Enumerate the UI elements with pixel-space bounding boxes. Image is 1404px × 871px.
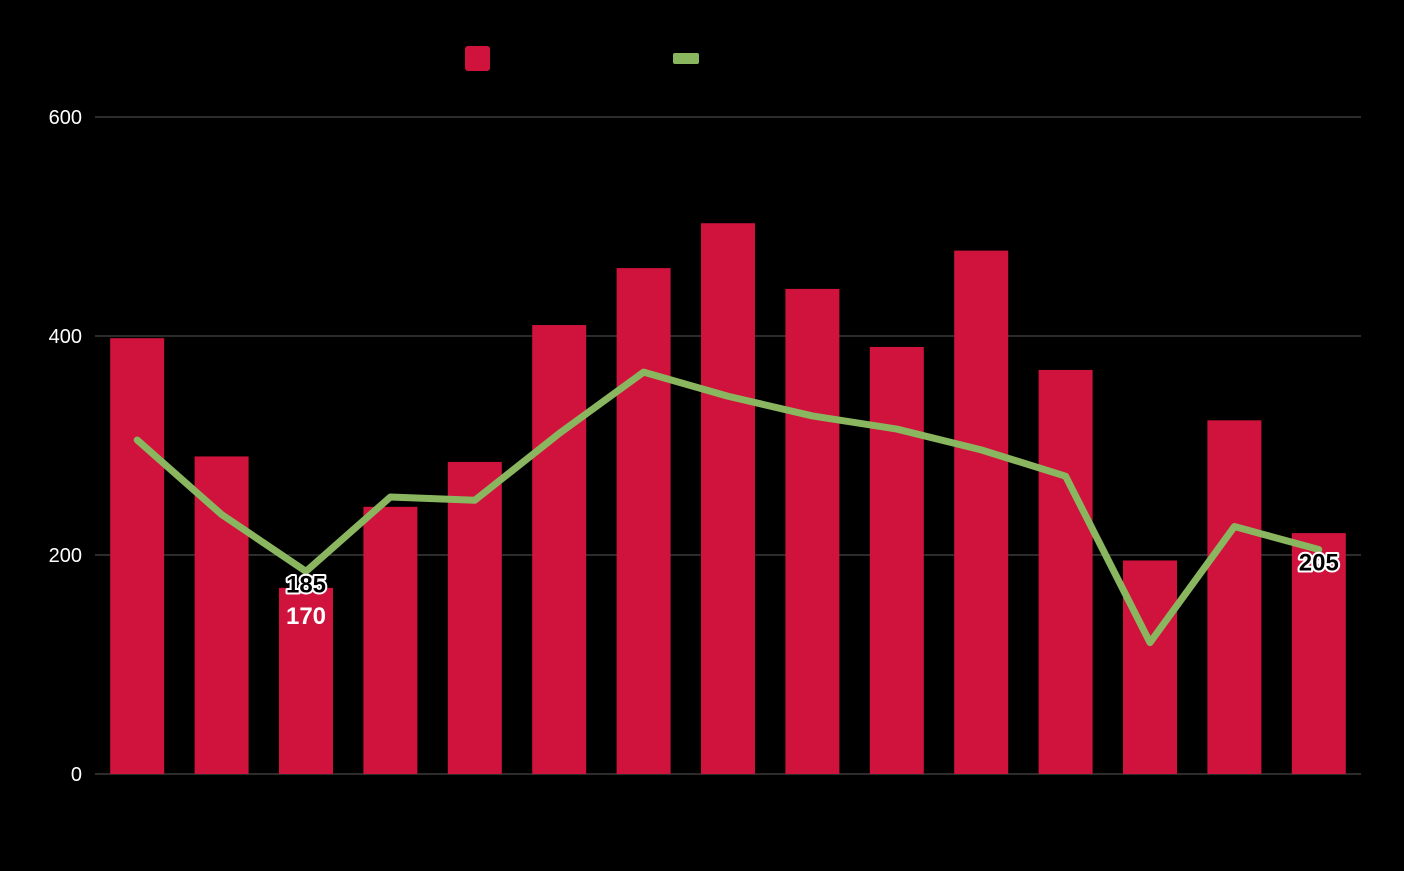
legend-swatch-line bbox=[673, 53, 699, 64]
bar-7 bbox=[617, 268, 671, 774]
legend bbox=[465, 46, 699, 71]
y-tick-label: 400 bbox=[49, 326, 82, 348]
y-tick-label: 600 bbox=[49, 107, 82, 129]
data-label: 170 bbox=[286, 603, 326, 630]
bar-14 bbox=[1207, 420, 1261, 774]
bar-1 bbox=[110, 338, 164, 774]
data-label: 205 bbox=[1299, 550, 1339, 577]
data-label: 185 bbox=[286, 571, 326, 598]
bar-8 bbox=[701, 223, 755, 774]
bar-12 bbox=[1039, 370, 1093, 774]
bar-4 bbox=[363, 507, 417, 774]
bar-series bbox=[110, 223, 1346, 774]
bar-5 bbox=[448, 462, 502, 774]
bar-10 bbox=[870, 347, 924, 774]
y-axis-tick-labels: 0 200 400 600 bbox=[49, 107, 82, 786]
bar-13 bbox=[1123, 560, 1177, 774]
bar-2 bbox=[195, 456, 249, 774]
y-tick-label: 0 bbox=[71, 764, 82, 786]
bar-11 bbox=[954, 251, 1008, 774]
legend-swatch-bars bbox=[465, 46, 490, 71]
bar-6 bbox=[532, 325, 586, 774]
y-tick-label: 200 bbox=[49, 545, 82, 567]
bar-9 bbox=[785, 289, 839, 774]
